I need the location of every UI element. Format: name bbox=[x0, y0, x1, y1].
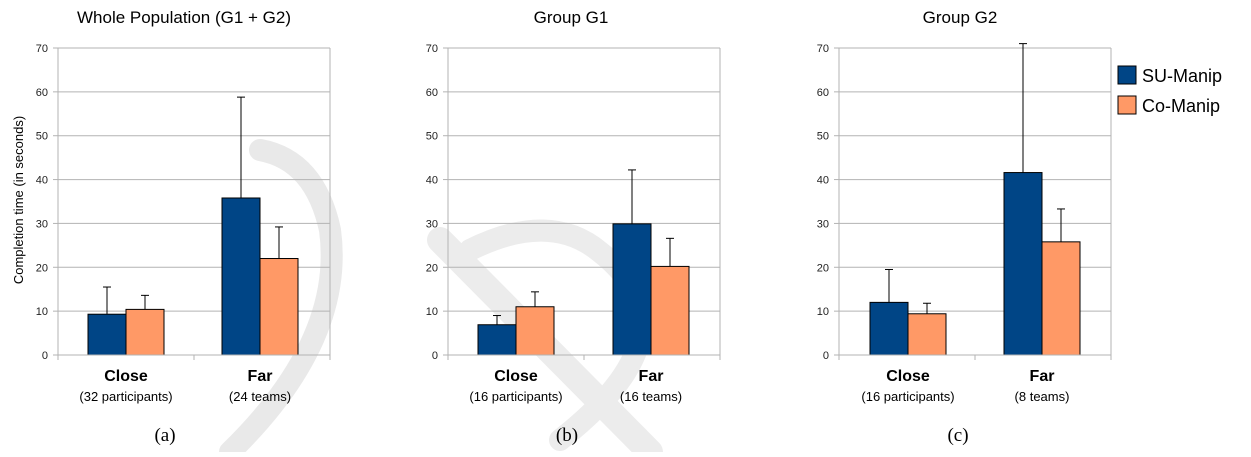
y-tick-label: 20 bbox=[426, 262, 438, 274]
category-note-far: (8 teams) bbox=[1015, 389, 1070, 404]
bar-co-manip-close bbox=[515, 306, 555, 356]
y-tick-label: 70 bbox=[36, 43, 48, 55]
legend-label: Co-Manip bbox=[1142, 96, 1220, 116]
y-tick-label: 20 bbox=[817, 262, 829, 274]
y-tick-label: 0 bbox=[432, 350, 438, 362]
category-label-far: Far bbox=[248, 368, 273, 385]
panel-caption: (c) bbox=[947, 425, 968, 446]
bar-co-manip-close bbox=[907, 313, 947, 356]
bar-co-manip-far bbox=[1041, 241, 1081, 356]
bar-su-manip-close bbox=[87, 313, 127, 356]
category-note-far: (16 teams) bbox=[620, 389, 682, 404]
y-tick-label: 50 bbox=[817, 131, 829, 143]
y-tick-label: 60 bbox=[36, 87, 48, 99]
bar-su-manip-close bbox=[869, 301, 909, 356]
category-label-close: Close bbox=[494, 368, 538, 385]
bar-co-manip-far bbox=[259, 258, 299, 356]
bar-su-manip-close bbox=[477, 324, 517, 356]
y-tick-label: 60 bbox=[426, 87, 438, 99]
plot-area: 0 10 20 30 40 50 60 70 bbox=[426, 43, 721, 362]
category-label-close: Close bbox=[886, 368, 930, 385]
chart-panel-b: Group G1 0 10 20 30 40 50 60 70 Close (16 parti… bbox=[426, 8, 721, 446]
chart-title: Group G2 bbox=[923, 8, 998, 27]
chart-title: Whole Population (G1 + G2) bbox=[77, 8, 291, 27]
category-note-close: (16 participants) bbox=[469, 389, 562, 404]
y-tick-label: 50 bbox=[426, 131, 438, 143]
category-label-far: Far bbox=[639, 368, 664, 385]
y-tick-label: 70 bbox=[817, 43, 829, 55]
category-label-far: Far bbox=[1030, 368, 1055, 385]
legend-item-co-manip: Co-Manip bbox=[1117, 95, 1220, 116]
category-note-close: (16 participants) bbox=[861, 389, 954, 404]
y-tick-label: 0 bbox=[823, 350, 829, 362]
chart-panel-a: Whole Population (G1 + G2) Completion ti… bbox=[11, 8, 331, 446]
y-tick-label: 40 bbox=[817, 175, 829, 187]
chart-panel-c: Group G2 0 10 20 30 40 50 60 70 Close (16 parti… bbox=[817, 8, 1112, 446]
category-note-far: (24 teams) bbox=[229, 389, 291, 404]
category-note-close: (32 participants) bbox=[79, 389, 172, 404]
plot-area: 0 10 20 30 40 50 60 70 bbox=[817, 43, 1112, 362]
y-tick-label: 60 bbox=[817, 87, 829, 99]
bar-su-manip-far bbox=[1003, 172, 1043, 356]
y-tick-label: 30 bbox=[817, 218, 829, 230]
y-tick-label: 70 bbox=[426, 43, 438, 55]
y-tick-label: 20 bbox=[36, 262, 48, 274]
y-tick-label: 30 bbox=[426, 218, 438, 230]
y-tick-label: 10 bbox=[426, 306, 438, 318]
plot-area: 0 10 20 30 40 50 60 70 bbox=[36, 43, 331, 362]
category-label-close: Close bbox=[104, 368, 148, 385]
bar-su-manip-far bbox=[221, 197, 261, 356]
bar-co-manip-far bbox=[650, 265, 690, 356]
y-tick-label: 0 bbox=[42, 350, 48, 362]
y-tick-label: 10 bbox=[817, 306, 829, 318]
legend-item-su-manip: SU-Manip bbox=[1117, 65, 1222, 86]
y-tick-label: 50 bbox=[36, 131, 48, 143]
legend-swatch bbox=[1117, 95, 1137, 115]
legend-label: SU-Manip bbox=[1142, 66, 1222, 86]
watermark-swoosh bbox=[219, 139, 343, 457]
panel-caption: (a) bbox=[154, 425, 175, 446]
watermark-arc bbox=[459, 219, 653, 451]
y-tick-label: 40 bbox=[36, 175, 48, 187]
legend: SU-Manip Co-Manip bbox=[1117, 65, 1222, 116]
panel-caption: (b) bbox=[556, 425, 578, 446]
bar-co-manip-close bbox=[125, 308, 165, 356]
y-tick-label: 10 bbox=[36, 306, 48, 318]
y-axis-label: Completion time (in seconds) bbox=[11, 116, 26, 284]
y-tick-label: 30 bbox=[36, 218, 48, 230]
bar-su-manip-far bbox=[612, 223, 652, 356]
y-tick-label: 40 bbox=[426, 175, 438, 187]
legend-swatch bbox=[1117, 65, 1137, 85]
chart-title: Group G1 bbox=[534, 8, 609, 27]
